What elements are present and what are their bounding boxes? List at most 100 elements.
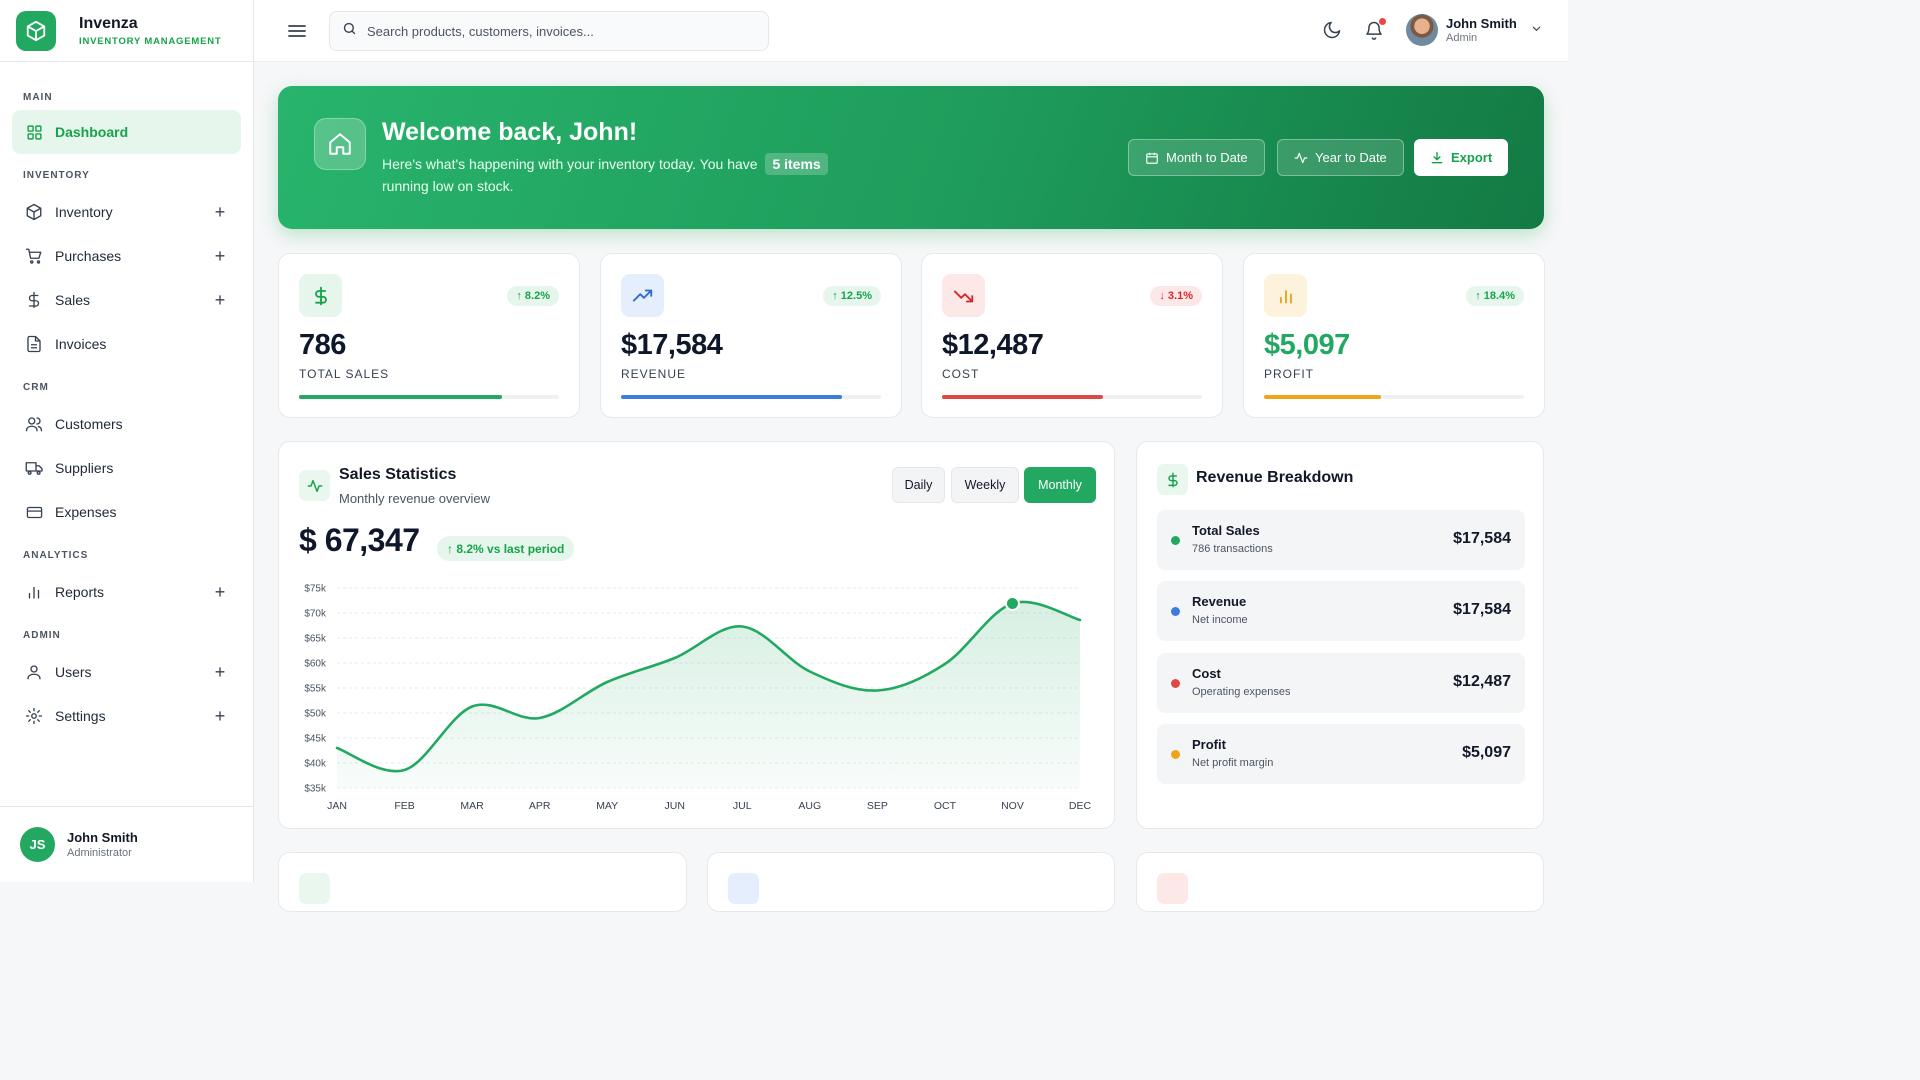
revenue-row-total-sales: Total Sales 786 transactions $17,584 [1157,510,1525,570]
y-tick-label: $45k [304,734,327,745]
sidebar-user-profile[interactable]: JS John Smith Administrator [0,806,253,882]
sidebar-item-users[interactable]: Users + [12,650,241,694]
expand-plus-icon[interactable]: + [214,201,226,222]
sidebar-item-invoices[interactable]: Invoices [12,322,241,366]
sidebar-item-label: Users [55,664,92,680]
row-amount: $17,584 [1453,530,1511,547]
sidebar-item-dashboard[interactable]: Dashboard [12,110,241,154]
export-button[interactable]: Export [1414,139,1509,176]
sidebar-item-inventory[interactable]: Inventory + [12,190,241,234]
bottom-card-1 [278,852,687,912]
sales-statistics-card: Sales Statistics Monthly revenue overvie… [278,441,1115,829]
profile-name: John Smith [67,830,138,845]
expand-plus-icon[interactable]: + [214,705,226,726]
sidebar-item-purchases[interactable]: Purchases + [12,234,241,278]
expand-plus-icon[interactable]: + [214,661,226,682]
user-menu[interactable]: John Smith Admin [1406,14,1542,46]
welcome-subtitle: Here's what's happening with your invent… [382,153,882,197]
card-icon [299,873,330,904]
sidebar-item-settings[interactable]: Settings + [12,694,241,738]
cart-icon [24,246,44,266]
stat-card-revenue: ↑ 12.5% $17,584 REVENUE [600,253,902,418]
x-tick-label: OCT [934,800,957,812]
home-icon [314,118,366,170]
menu-icon[interactable] [288,21,306,41]
sidebar-item-label: Dashboard [55,124,129,140]
sidebar-item-sales[interactable]: Sales + [12,278,241,322]
user-icon [24,662,44,682]
document-icon [24,334,44,354]
sidebar-item-customers[interactable]: Customers [12,402,241,446]
x-tick-label: JUN [665,800,685,812]
welcome-banner: Welcome back, John! Here's what's happen… [278,86,1544,229]
trending-down-icon [942,274,985,317]
welcome-title: Welcome back, John! [382,118,638,146]
grid-icon [24,122,44,142]
card-title: Revenue Breakdown [1196,469,1354,486]
dollar-icon [24,290,44,310]
row-desc: Net income [1192,614,1248,626]
topbar: John Smith Admin [254,0,1568,62]
sales-change-badge: ↑ 8.2% vs last period [437,536,575,561]
sidebar-nav: MAIN Dashboard INVENTORY Inventory + Pur… [0,90,253,738]
period-monthly-button[interactable]: Monthly [1024,467,1096,503]
row-name: Profit [1192,737,1226,752]
profile-role: Administrator [67,847,132,859]
y-tick-label: $75k [304,584,327,595]
avatar [1406,14,1438,46]
sidebar: Invenza INVENTORY MANAGEMENT MAIN Dashbo… [0,0,254,882]
row-name: Total Sales [1192,523,1260,538]
x-tick-label: FEB [394,800,414,812]
button-label: Month to Date [1166,150,1248,165]
section-admin: ADMIN [23,630,61,641]
search-input[interactable] [367,23,747,39]
section-crm: CRM [23,382,49,393]
sidebar-item-label: Sales [55,292,91,308]
brand[interactable]: Invenza INVENTORY MANAGEMENT [0,0,253,62]
expand-plus-icon[interactable]: + [214,289,226,310]
sidebar-item-reports[interactable]: Reports + [12,570,241,614]
y-tick-label: $55k [304,684,327,695]
expand-plus-icon[interactable]: + [214,581,226,602]
y-tick-label: $35k [304,784,327,795]
month-to-date-button[interactable]: Month to Date [1128,139,1265,176]
x-tick-label: JUL [733,800,752,812]
period-daily-button[interactable]: Daily [892,467,945,503]
year-to-date-button[interactable]: Year to Date [1277,139,1404,176]
search-bar [329,11,769,51]
low-stock-badge[interactable]: 5 items [765,153,828,175]
brand-name: Invenza [79,14,138,32]
revenue-row-cost: Cost Operating expenses $12,487 [1157,653,1525,713]
expand-plus-icon[interactable]: + [214,245,226,266]
moon-icon[interactable] [1322,20,1344,42]
section-inventory: INVENTORY [23,170,90,181]
stat-progress [621,395,881,399]
sidebar-item-suppliers[interactable]: Suppliers [12,446,241,490]
button-label: Year to Date [1315,150,1387,165]
trending-up-icon [621,274,664,317]
row-amount: $17,584 [1453,601,1511,618]
calendar-icon [1146,152,1158,164]
x-tick-label: SEP [867,800,888,812]
stat-change-value: 3.1% [1167,290,1193,302]
card-icon [728,873,759,904]
sidebar-item-label: Reports [55,584,105,600]
dollar-icon [299,274,342,317]
stat-label: REVENUE [621,367,687,381]
stat-progress [942,395,1202,399]
button-label: Export [1451,150,1493,165]
bell-icon[interactable] [1364,18,1386,42]
chart-series-line [335,600,1082,773]
stat-label: COST [942,367,980,381]
revenue-breakdown-card: Revenue Breakdown Total Sales 786 transa… [1136,441,1544,829]
truck-icon [24,458,44,478]
sidebar-item-expenses[interactable]: Expenses [12,490,241,534]
stat-change-badge: ↓ 3.1% [1150,286,1202,306]
period-weekly-button[interactable]: Weekly [951,467,1019,503]
download-icon [1431,151,1443,163]
row-desc: 786 transactions [1192,543,1273,555]
user-name: John Smith [1446,16,1517,31]
x-tick-label: DEC [1069,800,1092,812]
sidebar-item-label: Expenses [55,504,117,520]
